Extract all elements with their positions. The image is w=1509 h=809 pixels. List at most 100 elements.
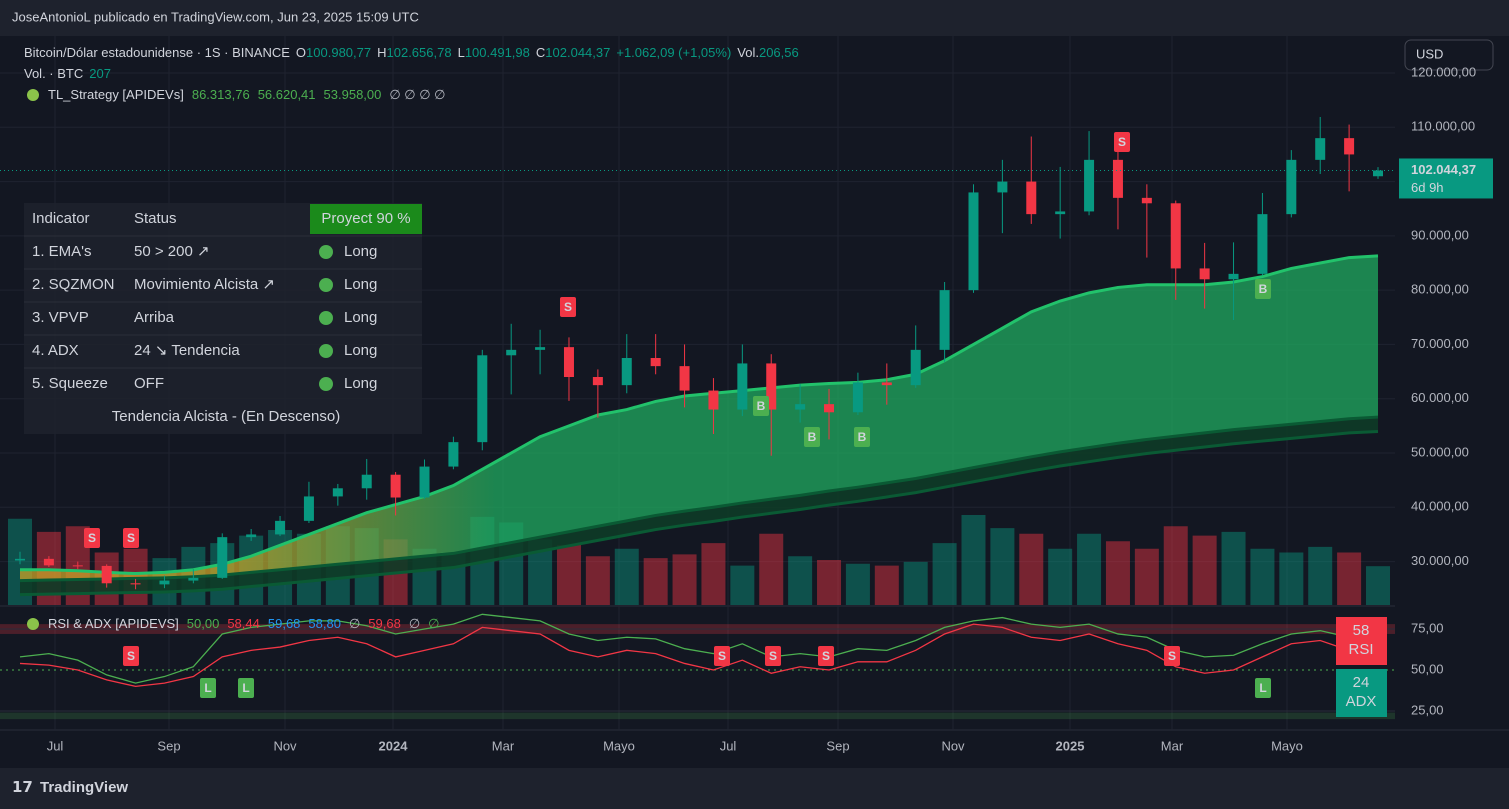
- x-tick-label: Nov: [273, 738, 297, 753]
- currency[interactable]: USD: [1416, 46, 1443, 61]
- volume-bar: [1105, 541, 1130, 605]
- price-tag: [1399, 158, 1493, 199]
- x-tick-label: Jul: [47, 738, 64, 753]
- bottom-bar: [0, 768, 1509, 809]
- rsi-signal-badge: [714, 646, 730, 666]
- strategy-value: 53.958,00: [324, 87, 382, 102]
- volume-bar: [730, 565, 755, 605]
- volume-bar: [1250, 548, 1275, 605]
- table-cell: Arriba: [134, 309, 175, 326]
- rsi-signal-label: L: [242, 681, 249, 695]
- signal-label: B: [808, 430, 817, 444]
- volume-bar: [817, 560, 842, 605]
- volume-bar: [903, 561, 928, 605]
- candle-body: [275, 520, 286, 535]
- volume-bar: [1019, 533, 1044, 605]
- rsi-badge-label: RSI: [1348, 641, 1373, 658]
- rsi-header-value: 59,68: [368, 616, 401, 631]
- y-tick-label: 110.000,00: [1411, 119, 1475, 134]
- volume-bar: [759, 533, 784, 605]
- table-cell: Long: [344, 375, 377, 392]
- candle-body: [708, 390, 719, 410]
- table-cell: Long: [344, 342, 377, 359]
- symbol: Bitcoin/Dólar estadounidense · 1S · BINA…: [24, 45, 290, 60]
- volume-bar: [701, 543, 726, 605]
- table-cell: Long: [344, 309, 377, 326]
- rsi-signal-badge: [765, 646, 781, 666]
- table-bg: [24, 203, 422, 434]
- candle-body: [1257, 214, 1268, 274]
- volume-bar: [1077, 533, 1102, 605]
- rsi-header-value: 50,00: [187, 616, 220, 631]
- band-line: [19, 415, 1379, 583]
- status-dot: [319, 278, 333, 292]
- legend-row: Vol. · BTC 207: [24, 66, 111, 81]
- volume-bar: [585, 556, 610, 605]
- y-tick-label: 30.000,00: [1411, 553, 1469, 568]
- status-dot: [319, 377, 333, 391]
- signal-badge: [560, 297, 576, 317]
- rsi-header-value: 58,44: [227, 616, 260, 631]
- rsi-signal-badge: [123, 646, 139, 666]
- table-cell: Long: [344, 276, 377, 293]
- volume-bar: [556, 545, 581, 605]
- status-dot: [319, 311, 333, 325]
- candle-body: [1112, 159, 1123, 198]
- candle-body: [130, 583, 141, 585]
- candle-body: [390, 474, 401, 498]
- countdown: 6d 9h: [1411, 180, 1444, 195]
- rsi-header-value: ∅: [349, 616, 360, 631]
- candle-body: [592, 377, 603, 386]
- table-cell: 5. Squeeze: [32, 375, 108, 392]
- table-footer: Tendencia Alcista - (En Descenso): [112, 408, 340, 425]
- rsi-oversold-zone: [0, 712, 1395, 720]
- volume-bar: [874, 565, 899, 605]
- rsi-header-value: 59,68: [268, 616, 301, 631]
- currency-button[interactable]: [1404, 39, 1494, 71]
- rsi-badge-value: 58: [1353, 622, 1370, 639]
- volume-bar: [1221, 531, 1246, 605]
- logo: TradingView: [40, 779, 128, 796]
- x-tick-label: Jul: [720, 738, 737, 753]
- volume-bar: [1308, 546, 1333, 605]
- rsi-signal-label: L: [1259, 681, 1266, 695]
- signal-label: B: [858, 430, 867, 444]
- y-tick-label: 70.000,00: [1411, 336, 1469, 351]
- ohlc-value: 100.491,98: [465, 45, 530, 60]
- candle-body: [650, 358, 661, 367]
- rsi-badge-label: ADX: [1346, 693, 1377, 710]
- candle-body: [1026, 181, 1037, 215]
- ohlc-label: O: [296, 45, 306, 60]
- vol-label: Vol.: [737, 45, 759, 60]
- y-tick-label: 120.000,00: [1411, 64, 1476, 79]
- table-cell: 50 > 200 ↗: [134, 243, 210, 260]
- band-line: [20, 254, 1379, 576]
- change: +1.062,09 (+1,05%): [616, 45, 731, 60]
- candle-body: [1228, 273, 1239, 280]
- x-tick-label: Nov: [941, 738, 965, 753]
- publisher: JoseAntonioL publicado en TradingView.co…: [12, 9, 419, 24]
- table-header-cell: [310, 204, 422, 234]
- volume-bar: [990, 528, 1015, 605]
- rsi-line: [19, 613, 1379, 684]
- candle-body: [477, 355, 488, 443]
- strategy-value: 86.313,76: [192, 87, 250, 102]
- top-bar: [0, 0, 1509, 36]
- table-cell: 2. SQZMON: [32, 276, 115, 293]
- candle-body: [1170, 203, 1181, 269]
- volume-bar: [1279, 552, 1304, 605]
- candle-body: [72, 565, 83, 567]
- volume-bar: [1337, 552, 1362, 605]
- signal-label: S: [1118, 135, 1126, 149]
- status-dot: [319, 344, 333, 358]
- rsi-badge-value: 24: [1353, 674, 1370, 691]
- candle-body: [737, 363, 748, 410]
- candle-body: [910, 349, 921, 386]
- x-tick-label: 2024: [379, 738, 409, 753]
- table-cell: 3. VPVP: [32, 309, 89, 326]
- signal-label: B: [757, 399, 766, 413]
- vol-value: 206,56: [759, 45, 799, 60]
- rsi-line: [19, 623, 1379, 688]
- signal-badge: [1114, 132, 1130, 152]
- x-tick-label: 2025: [1056, 738, 1085, 753]
